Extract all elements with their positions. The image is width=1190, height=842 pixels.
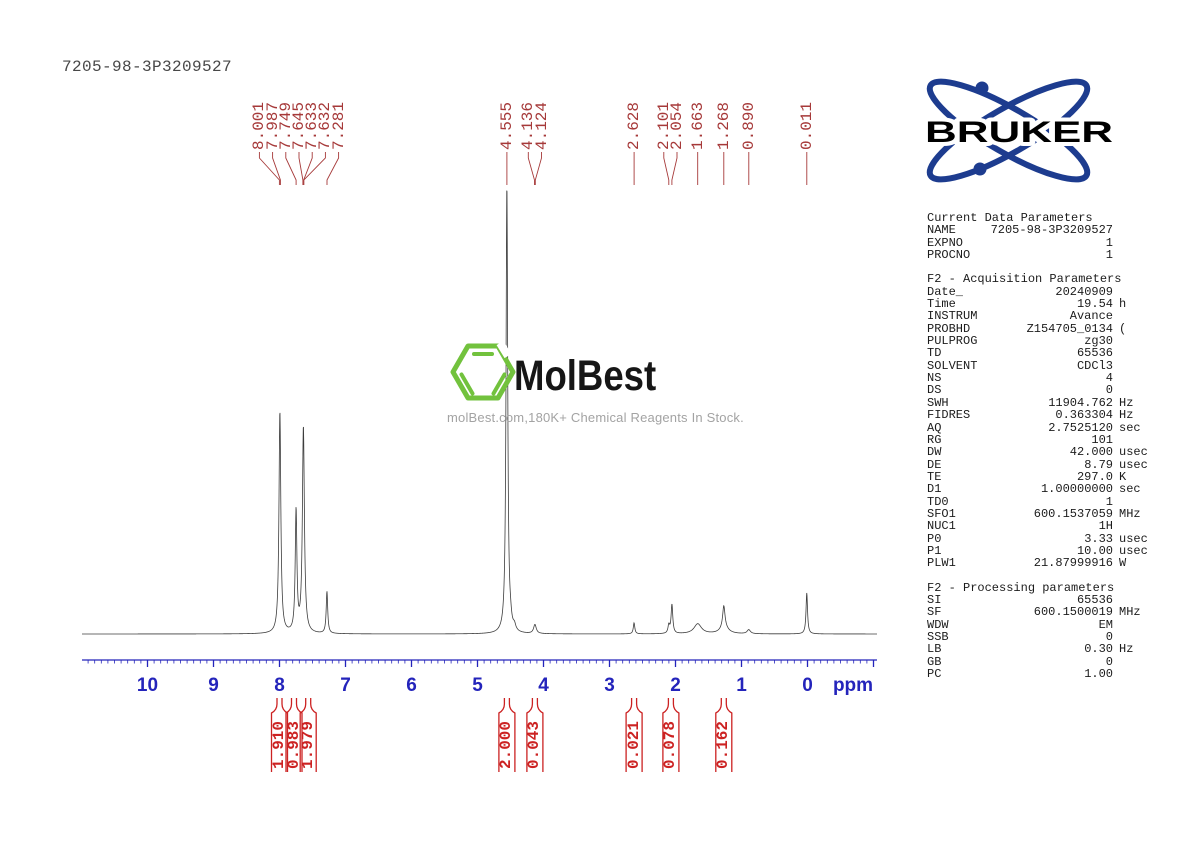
peak-label-connector	[663, 152, 670, 185]
param-row: AQ 2.7525120 sec	[927, 420, 1141, 435]
param-row: PROCNO 1	[927, 248, 1113, 263]
peak-label-connector	[298, 152, 304, 185]
param-row: RG 101	[927, 432, 1113, 447]
param-row: D1 1.00000000 sec	[927, 482, 1141, 497]
peak-label-connector	[326, 152, 340, 185]
integral-bracket	[270, 698, 289, 772]
peak-shift-label: 2.054	[668, 101, 686, 150]
molbest-tagline: molBest.com,180K+ Chemical Reagents In S…	[447, 410, 744, 425]
peak-label-connector	[272, 152, 281, 185]
molbest-watermark	[449, 340, 517, 409]
peak-label-connector	[671, 152, 678, 185]
axis-tick-label: 6	[406, 675, 417, 696]
integral-bracket	[662, 698, 680, 772]
axis-tick-label: 1	[736, 675, 747, 696]
param-row: SSB 0	[927, 630, 1113, 644]
integral-bracket	[526, 698, 544, 772]
peak-shift-label: 4.124	[532, 101, 551, 150]
param-row: LB 0.30 Hz	[927, 642, 1134, 657]
bruker-logo: BRUKER	[905, 70, 1117, 192]
param-section-title: Current Data Parameters	[927, 211, 1093, 225]
param-row: SFO1 600.1537059 MHz	[927, 506, 1141, 521]
benzene-hexagon-icon	[450, 340, 516, 401]
integral-bracket	[299, 698, 317, 772]
bruker-atom-icon: BRUKER	[921, 78, 1117, 183]
integral-value: 0.162	[714, 720, 733, 769]
param-row: TE 297.0 K	[927, 469, 1127, 484]
param-row: EXPNO 1	[927, 235, 1113, 250]
param-section: F2 - Acquisition Parameters Date_ 20240909…	[927, 272, 1153, 571]
param-row: INSTRUM Avance	[927, 309, 1113, 324]
param-row: PC 1.00	[927, 667, 1113, 682]
param-section-title: F2 - Acquisition Parameters	[927, 272, 1122, 287]
peak-shift-label: 1.268	[714, 101, 733, 150]
peak-label-connector	[534, 152, 542, 185]
param-row: NS 4	[927, 371, 1113, 386]
integral-value: 0.021	[624, 720, 643, 769]
peak-shift-label: 2.628	[625, 101, 644, 150]
param-row: PULPROG zg30	[927, 334, 1113, 349]
param-row: DS 0	[927, 383, 1113, 398]
molbest-wordmark: MolBest	[514, 352, 657, 400]
param-row: NAME 7205-98-3P3209527	[927, 223, 1113, 238]
axis-tick-label: 4	[538, 675, 549, 696]
param-row: TD 65536	[927, 346, 1113, 361]
param-row: PROBHD Z154705_0134(	[927, 321, 1127, 336]
integral-bracket	[498, 698, 516, 772]
integral-value: 0.043	[525, 720, 544, 769]
integral-value: 0.078	[661, 720, 680, 769]
param-row: SI 65536	[927, 592, 1113, 607]
param-row: P1 10.00 usec	[927, 543, 1148, 558]
param-row: SWH 11904.762 Hz	[927, 395, 1134, 410]
peak-label-connector	[258, 152, 280, 185]
integral-bracket	[625, 698, 643, 772]
param-row: PLW1 21.87999916 W	[927, 556, 1127, 571]
sample-id: 7205-98-3P3209527	[62, 58, 233, 76]
axis-unit-label: ppm	[833, 675, 873, 696]
param-row: GB 0	[927, 654, 1113, 669]
peak-shift-label: 7.281	[329, 101, 348, 150]
axis-tick-label: 10	[137, 675, 158, 696]
axis-tick-label: 9	[208, 675, 219, 696]
peak-label-connector	[303, 152, 313, 185]
param-section-title: F2 - Processing parameters	[927, 580, 1115, 595]
param-row: TD0 1	[927, 494, 1113, 509]
peak-shift-label: 0.011	[797, 101, 816, 150]
spectrum-trace	[82, 190, 877, 635]
integral-value: 1.979	[298, 720, 317, 769]
axis-tick-label: 8	[274, 675, 285, 696]
axis-tick-label: 5	[472, 675, 483, 696]
axis-tick-label: 2	[670, 675, 681, 696]
peak-shift-label: 1.663	[688, 101, 707, 150]
param-row: DW 42.000 usec	[927, 445, 1148, 460]
peak-label-connector	[303, 152, 326, 185]
param-row: SF 600.1500019 MHz	[927, 605, 1141, 620]
param-row: Time 19.54 h	[927, 297, 1127, 312]
param-row: P0 3.33 usec	[927, 531, 1148, 546]
parameters-panel: Current Data Parameters NAME 7205-98-3P320…	[927, 212, 1153, 692]
param-section: F2 - Processing parameters SI 65536 SF 600.1…	[927, 580, 1153, 682]
axis-tick-label: 3	[604, 675, 615, 696]
param-row: DE 8.79 usec	[927, 457, 1148, 472]
param-section: Current Data Parameters NAME 7205-98-3P320…	[927, 211, 1153, 263]
axis-tick-label: 0	[802, 675, 813, 696]
peak-shift-label: 4.555	[497, 101, 516, 150]
peak-label-connector	[285, 152, 297, 185]
param-row: NUC1 1H	[927, 519, 1113, 534]
bruker-wordmark: BRUKER	[925, 116, 1113, 149]
param-row: WDW EM	[927, 617, 1113, 632]
param-row: Date_ 20240909	[927, 284, 1113, 299]
peak-label-connector	[527, 152, 535, 185]
axis-tick-label: 7	[340, 675, 351, 696]
integral-bracket	[715, 698, 733, 772]
integral-bracket	[285, 698, 303, 772]
param-row: FIDRES 0.363304 Hz	[927, 408, 1134, 423]
peak-shift-label: 0.890	[739, 101, 758, 150]
param-row: SOLVENT CDCl3	[927, 358, 1113, 373]
integral-value: 2.000	[497, 720, 516, 769]
